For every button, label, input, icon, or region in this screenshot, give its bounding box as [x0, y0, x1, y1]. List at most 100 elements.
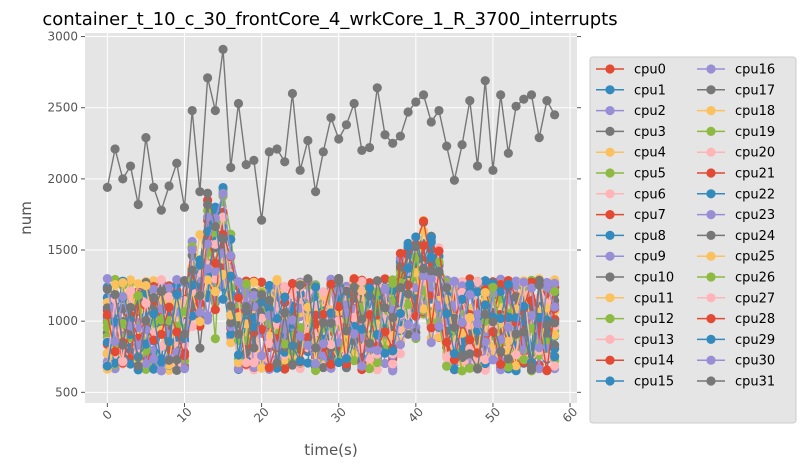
legend-marker — [605, 334, 615, 344]
legend-marker — [706, 106, 716, 116]
data-point — [249, 290, 259, 301]
data-point — [272, 276, 282, 286]
data-point — [241, 348, 251, 358]
data-point — [403, 107, 413, 117]
data-point — [164, 181, 174, 191]
data-point — [395, 248, 406, 259]
data-point — [264, 295, 274, 305]
legend-label: cpu23 — [735, 208, 775, 223]
data-point — [403, 319, 413, 330]
data-point — [341, 120, 352, 130]
data-point — [418, 264, 429, 274]
data-point — [349, 98, 359, 109]
data-point — [249, 343, 259, 353]
data-point — [442, 352, 452, 362]
data-point — [149, 309, 159, 319]
data-point — [465, 335, 475, 345]
data-point — [203, 275, 213, 285]
data-point — [203, 311, 213, 321]
data-point — [457, 366, 467, 376]
legend-item-cpu18: cpu18 — [697, 104, 775, 119]
data-point — [449, 175, 459, 185]
data-point — [480, 300, 490, 310]
data-point — [102, 182, 112, 193]
legend-marker — [605, 85, 615, 95]
data-point — [187, 245, 197, 255]
data-point — [326, 113, 336, 123]
data-point — [179, 276, 190, 286]
legend-label: cpu13 — [634, 333, 674, 348]
data-point — [326, 339, 336, 350]
data-point — [295, 356, 305, 366]
data-point — [472, 161, 483, 171]
data-point — [141, 298, 151, 308]
data-point — [241, 302, 251, 312]
data-point — [449, 276, 459, 286]
data-point — [195, 230, 205, 240]
data-point — [118, 291, 128, 302]
data-point — [287, 289, 298, 300]
data-point — [287, 315, 298, 325]
data-point — [118, 356, 128, 367]
legend-item-cpu19: cpu19 — [697, 125, 775, 140]
data-point — [550, 110, 560, 120]
legend-marker — [605, 126, 615, 136]
data-point — [303, 340, 313, 350]
data-point — [434, 105, 444, 116]
data-point — [164, 302, 174, 312]
data-point — [465, 279, 475, 290]
legend-item-cpu0: cpu0 — [596, 63, 666, 78]
data-point — [280, 339, 290, 349]
data-point — [526, 361, 537, 372]
data-point — [488, 165, 498, 175]
data-point — [287, 359, 298, 370]
data-point — [503, 354, 513, 364]
series-cpu17 — [102, 44, 560, 225]
data-point — [149, 364, 159, 374]
legend-label: cpu31 — [735, 375, 775, 390]
data-point — [172, 275, 182, 285]
data-point — [226, 301, 236, 311]
data-point — [550, 361, 560, 371]
x-tick-label: 30 — [328, 405, 349, 426]
data-point — [496, 279, 506, 290]
data-point — [457, 281, 467, 291]
data-point — [233, 350, 244, 360]
data-point — [519, 354, 529, 365]
data-point — [326, 318, 336, 328]
data-point — [210, 221, 220, 232]
data-point — [118, 340, 128, 350]
data-point — [149, 354, 159, 364]
data-point — [364, 310, 375, 320]
legend-label: cpu11 — [634, 291, 674, 306]
data-point — [118, 278, 128, 288]
data-point — [519, 277, 529, 287]
legend-label: cpu24 — [735, 229, 775, 244]
x-tick-label: 10 — [174, 405, 195, 426]
data-point — [156, 275, 166, 285]
chart-title: container_t_10_c_30_frontCore_4_wrkCore_… — [42, 9, 617, 30]
y-tick-label: 2000 — [47, 172, 78, 186]
data-point — [110, 347, 120, 357]
data-point — [118, 174, 128, 184]
data-point — [380, 303, 390, 313]
data-point — [256, 363, 267, 373]
data-point — [388, 366, 398, 376]
data-point — [210, 286, 220, 297]
data-point — [542, 320, 552, 330]
data-point — [264, 310, 274, 320]
data-point — [426, 273, 436, 284]
data-point — [457, 140, 467, 150]
data-point — [280, 308, 290, 318]
data-point — [280, 281, 290, 292]
data-point — [256, 277, 267, 287]
data-point — [426, 266, 436, 276]
data-point — [550, 352, 560, 362]
data-point — [418, 240, 429, 251]
data-point — [434, 321, 444, 331]
data-point — [480, 337, 490, 347]
data-point — [364, 338, 375, 348]
data-point — [480, 316, 490, 326]
data-point — [496, 346, 506, 356]
legend-marker — [605, 189, 615, 199]
